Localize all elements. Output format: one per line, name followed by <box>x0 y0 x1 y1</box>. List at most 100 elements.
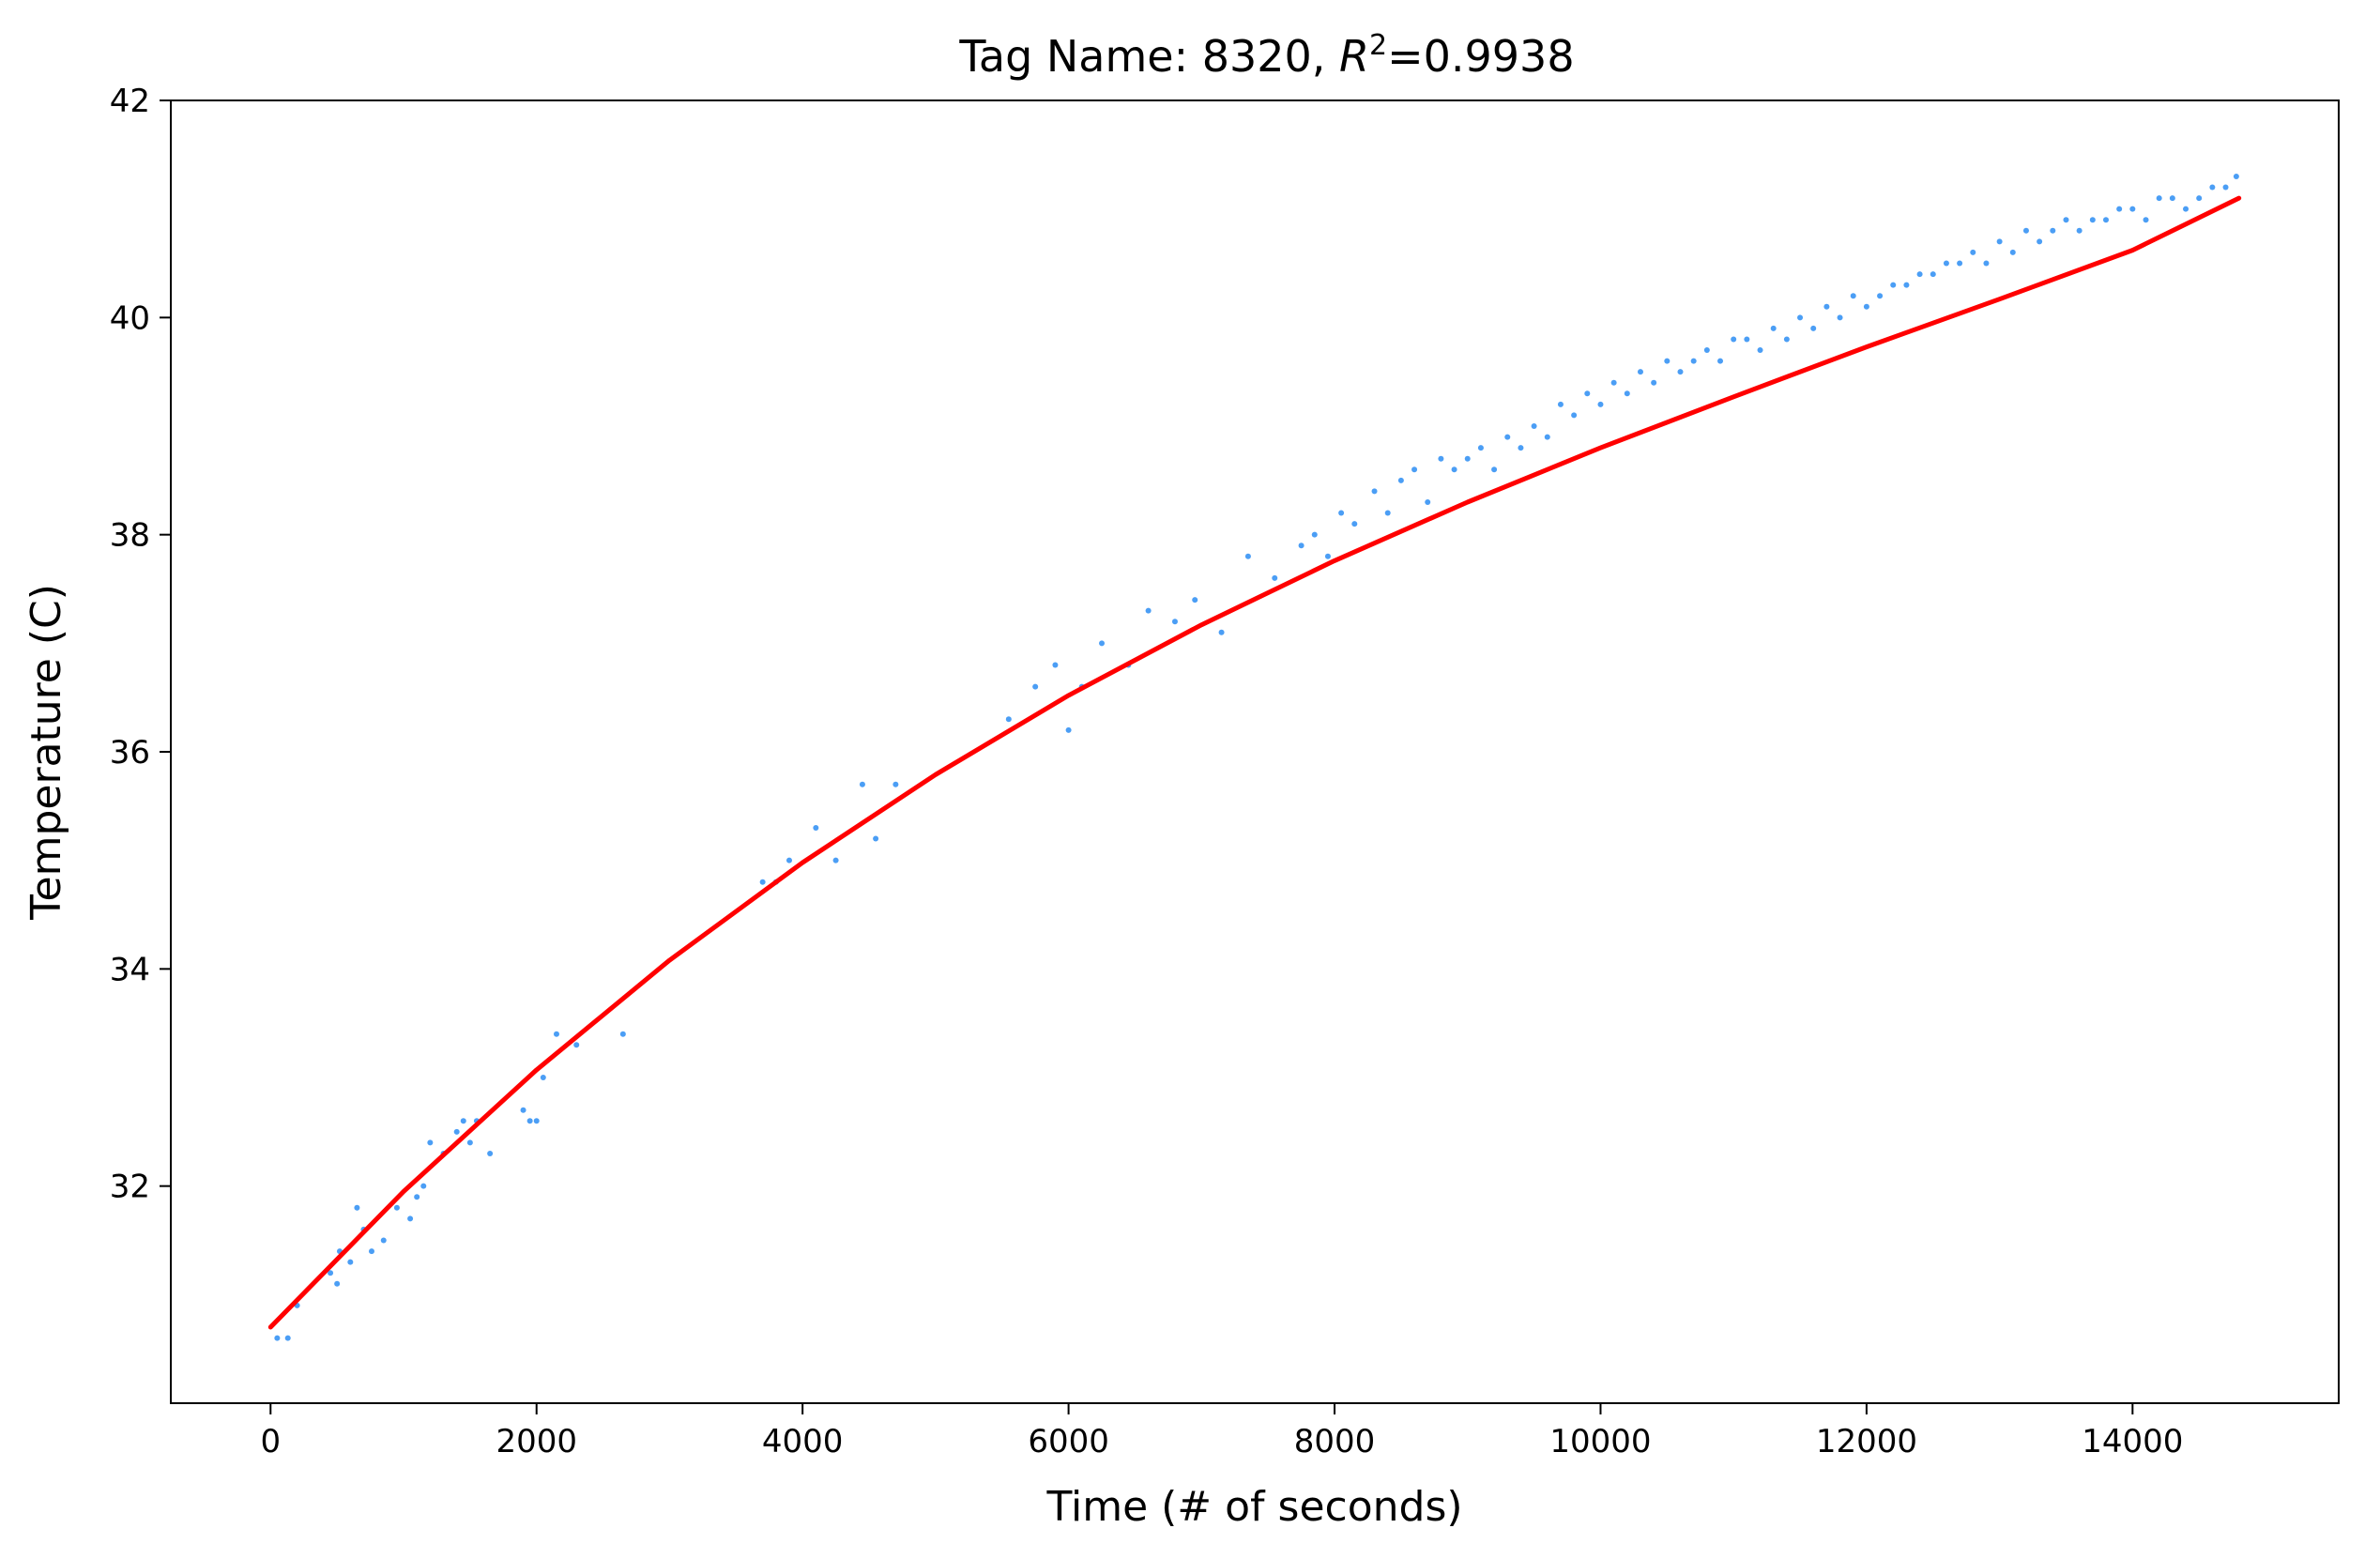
data-point <box>2076 227 2082 234</box>
data-point <box>1099 640 1106 647</box>
data-point <box>873 835 879 842</box>
data-point <box>2116 206 2123 212</box>
data-point <box>1731 336 1737 343</box>
data-point <box>1943 260 1949 267</box>
data-point <box>1338 510 1345 516</box>
data-point <box>1624 390 1630 397</box>
data-point <box>2183 206 2189 212</box>
fit-layer <box>267 195 2242 1330</box>
data-point <box>2169 195 2175 202</box>
data-point <box>1677 369 1684 375</box>
x-tick-label: 8000 <box>1294 1423 1376 1460</box>
title-superscript: 2 <box>1369 29 1387 62</box>
data-point <box>1397 477 1404 483</box>
data-point <box>1890 282 1897 288</box>
x-axis: 0 2000 4000 6000 8000 10000 12000 14000 <box>260 1403 2183 1460</box>
y-tick-label: 34 <box>110 951 150 988</box>
data-point <box>1996 238 2003 245</box>
y-axis: 32 34 36 38 40 42 <box>110 83 171 1206</box>
data-point <box>1916 271 1923 278</box>
data-point <box>1797 314 1804 321</box>
data-point <box>1957 260 1963 267</box>
data-point <box>1837 314 1843 321</box>
data-point <box>2102 217 2109 223</box>
data-point <box>2233 173 2239 179</box>
data-point <box>2209 184 2216 191</box>
data-point <box>1810 325 1817 331</box>
data-point <box>354 1204 360 1211</box>
title-r-symbol: R <box>1339 31 1369 82</box>
data-point <box>520 1107 526 1113</box>
data-point <box>1690 358 1697 364</box>
data-point <box>892 781 899 787</box>
y-axis-label: Temperature (C) <box>23 584 70 921</box>
data-point <box>2222 184 2229 191</box>
data-point <box>2009 249 2016 255</box>
x-tick-label: 4000 <box>762 1423 844 1460</box>
y-tick-label: 42 <box>110 83 150 120</box>
data-point <box>1464 455 1471 462</box>
data-point <box>1903 282 1910 288</box>
data-point <box>414 1194 420 1200</box>
chart-title: Tag Name: 8320, R2=0.9938 <box>958 29 1574 82</box>
data-point <box>466 1139 473 1146</box>
data-point <box>1411 466 1418 473</box>
data-point <box>274 1335 281 1341</box>
data-point <box>420 1183 427 1189</box>
data-point <box>2063 217 2069 223</box>
data-point <box>1664 358 1671 364</box>
data-point <box>1311 531 1318 538</box>
data-point <box>1171 619 1178 625</box>
data-point <box>1518 445 1524 451</box>
data-point <box>1491 466 1498 473</box>
data-point <box>1930 271 1936 278</box>
data-point <box>1863 303 1869 310</box>
data-point <box>619 1031 626 1037</box>
data-point <box>553 1031 559 1037</box>
data-point <box>759 879 766 885</box>
data-point <box>453 1128 460 1135</box>
data-point <box>1052 662 1059 668</box>
x-axis-label: Time (# of seconds) <box>1045 1483 1462 1531</box>
data-point <box>1005 716 1012 723</box>
data-point <box>1298 543 1304 549</box>
y-tick-label: 32 <box>110 1169 150 1206</box>
x-tick-label: 12000 <box>1816 1423 1917 1460</box>
data-point <box>1823 303 1830 310</box>
data-point <box>2022 227 2029 234</box>
data-point <box>2143 217 2149 223</box>
data-point <box>2129 206 2136 212</box>
fit-line <box>267 195 2242 1330</box>
data-point <box>1425 498 1431 505</box>
data-point <box>1770 325 1777 331</box>
data-point <box>813 824 819 831</box>
data-point <box>1192 597 1198 604</box>
data-point <box>1757 347 1763 354</box>
data-point <box>1438 455 1444 462</box>
plot-area <box>267 173 2242 1341</box>
data-point <box>1351 521 1358 527</box>
data-point <box>1637 369 1643 375</box>
data-point <box>284 1335 291 1341</box>
y-tick-label: 40 <box>110 299 150 337</box>
data-point <box>334 1280 341 1287</box>
y-tick-label: 38 <box>110 517 150 555</box>
data-point <box>2196 195 2203 202</box>
data-point <box>1584 390 1591 397</box>
data-point <box>1651 379 1657 386</box>
data-point <box>1557 401 1564 407</box>
data-point <box>832 857 839 864</box>
data-point <box>1324 553 1331 559</box>
data-point <box>368 1248 374 1255</box>
data-point <box>2050 227 2056 234</box>
data-point <box>1272 574 1278 581</box>
data-point <box>1544 434 1550 440</box>
data-point <box>380 1237 387 1244</box>
scatter-layer <box>274 173 2239 1341</box>
data-point <box>328 1270 334 1276</box>
title-prefix: Tag Name: 8320, <box>958 31 1339 82</box>
data-point <box>460 1118 466 1124</box>
y-tick-label: 36 <box>110 734 150 772</box>
